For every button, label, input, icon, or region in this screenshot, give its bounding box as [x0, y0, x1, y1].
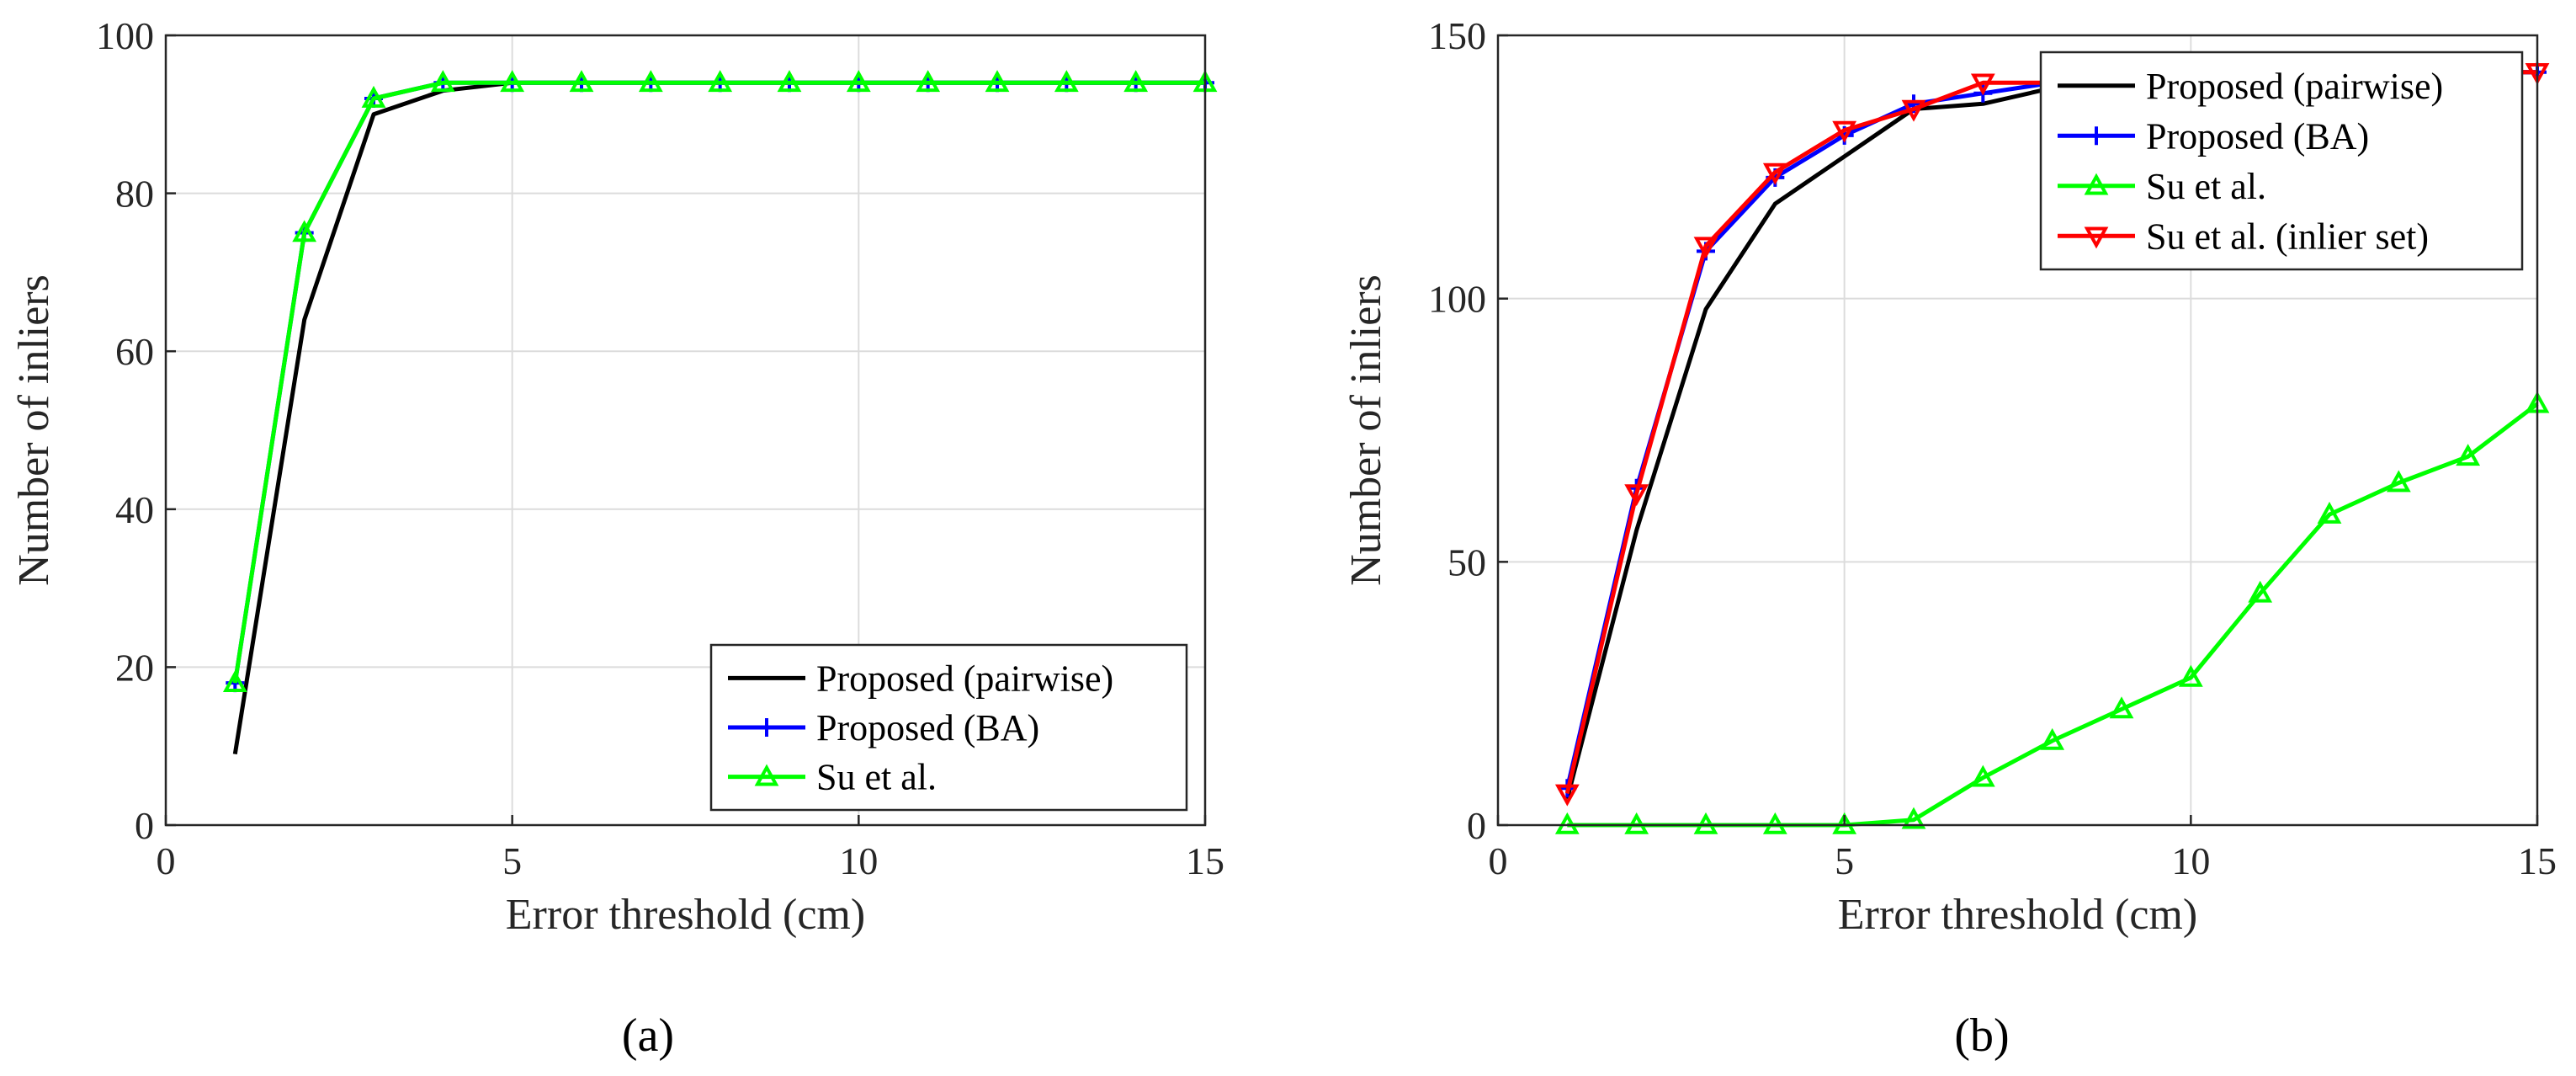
panel-b-x-tick-label-1: 5	[1835, 839, 1854, 882]
panel-a-x-tick-label-3: 15	[1186, 839, 1224, 882]
panel-b-x-axis-label: Error threshold (cm)	[1838, 891, 2197, 939]
panel-a-series-2-point-3	[430, 70, 455, 93]
panel-b-series-3-point-3	[1762, 162, 1787, 185]
panel-a-y-tick-label-0: 0	[135, 804, 154, 847]
panel-a-series-line-2	[232, 80, 1205, 684]
panel-a-series-2-point-2	[361, 85, 386, 108]
panel-a-legend-marker-2	[754, 764, 779, 786]
panel-a-x-tick-label-2: 10	[839, 839, 878, 882]
panel-a-series-2-point-7	[708, 70, 733, 93]
panel-a-series-2-point-10	[916, 70, 941, 93]
panel-b-legend-label-2: Su et al.	[2146, 166, 2266, 207]
panel-a-series-2-point-5	[569, 70, 594, 93]
caption-a: (a)	[622, 1009, 674, 1062]
panel-b-x-tick-label-2: 10	[2171, 839, 2210, 882]
panel-b-legend: Proposed (pairwise) Proposed (BA) Su et al…	[2039, 51, 2524, 271]
panel-b-legend-label-3: Su et al. (inlier set)	[2146, 216, 2429, 257]
panel-b-x-tick-label-3: 15	[2518, 839, 2557, 882]
panel-b-series-3-point-6	[1970, 73, 1995, 96]
panel-b-series-2-point-5	[1901, 807, 1926, 829]
panel-a-x-tick-label-0: 0	[157, 839, 176, 882]
panel-b-y-tick-label-3: 150	[1428, 14, 1486, 57]
panel-b-legend-label-1: Proposed (BA)	[2146, 115, 2369, 157]
panel-b-legend-label-0: Proposed (pairwise)	[2146, 66, 2443, 107]
panel-b-series-2-point-6	[1970, 764, 1995, 787]
panel-a-x-tick-label-1: 5	[502, 839, 522, 882]
panel-b-legend-box	[2039, 51, 2524, 271]
panel-b-y-tick-label-0: 0	[1467, 804, 1486, 847]
panel-a-y-tick-label-2: 40	[115, 488, 154, 531]
panel-a-y-tick-label-3: 60	[115, 330, 154, 373]
panel-b-x-tick-label-0: 0	[1489, 839, 1508, 882]
panel-b-series-2-point-9	[2178, 664, 2203, 687]
panel-a-series-2-point-4	[500, 70, 525, 93]
panel-b-series-3-point-5	[1901, 99, 1926, 122]
panel-a-legend-marker-1	[757, 718, 776, 737]
panel-a-series-2-point-12	[1054, 70, 1079, 93]
panel-a-series-2-point-11	[985, 70, 1010, 93]
panel-b-series-2-point-10	[2248, 580, 2273, 603]
panel-a-y-tick-label-5: 100	[96, 14, 154, 57]
panel-a-legend: Proposed (pairwise) Proposed (BA) Su et al…	[709, 643, 1188, 812]
panel-b-series-3-point-1	[1624, 484, 1649, 507]
panel-b-series-3-point-0	[1554, 784, 1580, 807]
panel-b-y-axis-label: Number of inliers	[1342, 274, 1390, 586]
panel-b-series-3-point-4	[1832, 120, 1857, 143]
panel-a-series-2-point-9	[846, 70, 871, 93]
panel-b-legend-marker-2	[2084, 173, 2109, 195]
panel-a-y-tick-label-1: 20	[115, 646, 154, 689]
panel-a-series-2-point-8	[777, 70, 802, 93]
panel-a: 0 5 10 15 0 20 40 60 80 100 Error threshold (cm) Nu…	[10, 14, 1224, 939]
panel-b-y-tick-label-2: 100	[1428, 278, 1486, 321]
panel-b-series-2-point-13	[2456, 444, 2481, 466]
panel-a-x-axis-label: Error threshold (cm)	[506, 891, 865, 939]
panel-a-series-2-point-6	[638, 70, 663, 93]
caption-b: (b)	[1954, 1009, 2009, 1062]
panel-a-series-2-point-0	[222, 670, 247, 692]
panel-b-axes-box	[1496, 34, 2539, 827]
panel-b-legend-marker-3	[2084, 226, 2109, 249]
panel-a-y-axis-label: Number of inliers	[10, 274, 58, 586]
panel-b-series-2-point-12	[2386, 470, 2411, 493]
panel-b-y-tick-label-1: 50	[1447, 541, 1486, 583]
panel-b-series-2-point-8	[2109, 696, 2134, 719]
panel-a-series-2-point-13	[1123, 70, 1149, 93]
panel-a-y-tick-label-4: 80	[115, 173, 154, 216]
panel-a-legend-label-0: Proposed (pairwise)	[816, 658, 1113, 699]
panel-a-legend-label-2: Su et al.	[816, 757, 937, 798]
panel-b-series-2-point-11	[2317, 501, 2342, 524]
panel-a-series-2-point-1	[292, 220, 317, 242]
panel-a-legend-label-1: Proposed (BA)	[816, 707, 1039, 748]
panel-b-series-2-point-7	[2040, 727, 2065, 750]
panel-a-axes-box	[164, 34, 1207, 827]
panel-b-series-3-point-2	[1693, 237, 1718, 259]
panel-b-legend-marker-1	[2087, 126, 2106, 146]
